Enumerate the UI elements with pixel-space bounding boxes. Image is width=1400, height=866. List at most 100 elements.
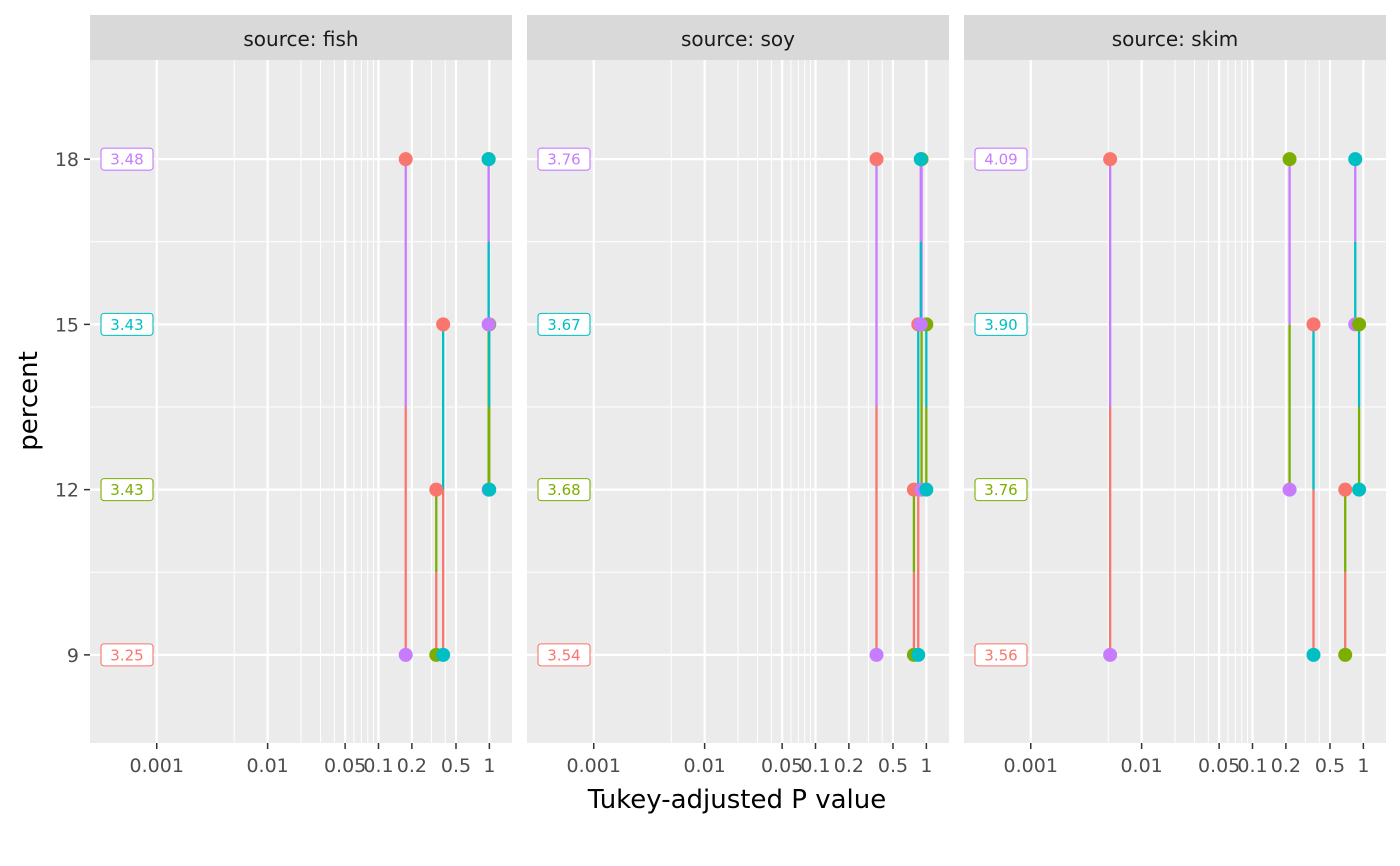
- estimate-label-text: 3.56: [984, 646, 1017, 664]
- estimate-label-text: 3.25: [110, 646, 143, 664]
- comparison-point: [1338, 482, 1353, 497]
- estimate-label: 3.67: [537, 312, 591, 336]
- comparison-lines: [404, 159, 491, 655]
- y-axis: 9 12 15 18: [55, 149, 90, 667]
- comparison-point: [481, 317, 496, 332]
- comparison-point: [1352, 482, 1367, 497]
- y-axis-title: percent: [14, 351, 44, 451]
- comparison-point: [919, 482, 934, 497]
- y-tick-label: 12: [55, 480, 79, 502]
- facet-strip: [964, 15, 1386, 60]
- comparison-lines: [875, 159, 928, 655]
- x-tick-label: 0.2: [1271, 755, 1301, 777]
- estimate-label: 3.68: [537, 478, 591, 502]
- x-tick-label: 0.5: [441, 755, 471, 777]
- estimate-label-box: [100, 312, 154, 336]
- estimate-label-box: [537, 643, 591, 667]
- comparison-point: [1103, 647, 1118, 662]
- comparison-point: [1306, 647, 1321, 662]
- estimate-label-text: 3.90: [984, 316, 1017, 334]
- x-tick-label: 0.5: [1315, 755, 1345, 777]
- estimate-label-box: [100, 478, 154, 502]
- estimate-label: 3.25: [100, 643, 154, 667]
- x-tick-label: 0.01: [683, 755, 725, 777]
- comparison-point: [1306, 317, 1321, 332]
- x-tick-label: 0.2: [834, 755, 864, 777]
- facet-strip: [527, 15, 949, 60]
- facet-strip-label: source: fish: [243, 27, 358, 51]
- x-tick-label: 1: [920, 755, 932, 777]
- comparison-point: [1352, 317, 1367, 332]
- comparison-lines: [1108, 159, 1361, 655]
- estimate-label-box: [100, 643, 154, 667]
- estimate-label-text: 3.54: [547, 646, 580, 664]
- x-tick-label: 0.001: [567, 755, 621, 777]
- estimate-label-box: [537, 478, 591, 502]
- comparison-point: [1338, 647, 1353, 662]
- estimate-label-text: 3.76: [547, 151, 580, 169]
- facet-strip-label: source: soy: [681, 27, 795, 51]
- facet-strip: [90, 15, 512, 60]
- comparison-point: [869, 647, 884, 662]
- estimate-label-box: [974, 312, 1028, 336]
- estimate-label: 3.43: [100, 478, 154, 502]
- comparison-point: [1103, 152, 1118, 167]
- comparison-points: [869, 152, 934, 662]
- comparison-points: [1103, 152, 1367, 662]
- estimate-label-text: 3.48: [110, 151, 143, 169]
- comparison-point: [398, 152, 413, 167]
- estimate-label-text: 3.43: [110, 481, 143, 499]
- x-tick-label: 0.01: [1120, 755, 1162, 777]
- x-tick-label: 0.2: [397, 755, 427, 777]
- estimate-label-box: [974, 643, 1028, 667]
- x-tick-label: 0.1: [1237, 755, 1267, 777]
- comparison-point: [869, 152, 884, 167]
- comparison-point: [481, 152, 496, 167]
- facet-panel-1: source: fish 0.001 0.01 0.050.1 0.2 0.5 1 3.25 3…: [90, 15, 512, 777]
- estimate-label-text: 3.67: [547, 316, 580, 334]
- estimate-label: 3.90: [974, 312, 1028, 336]
- estimate-label-box: [537, 312, 591, 336]
- estimate-label: 3.56: [974, 643, 1028, 667]
- estimate-label: 3.54: [537, 643, 591, 667]
- estimate-label: 3.48: [100, 147, 154, 171]
- estimate-label-text: 3.76: [984, 481, 1017, 499]
- comparison-point: [1282, 152, 1297, 167]
- x-axis-title: Tukey-adjusted P value: [587, 785, 886, 815]
- comparison-point: [398, 647, 413, 662]
- estimate-label: 3.76: [537, 147, 591, 171]
- comparison-point: [911, 647, 926, 662]
- x-tick-label: 0.01: [246, 755, 288, 777]
- y-tick-label: 15: [55, 314, 79, 336]
- estimate-label-text: 3.68: [547, 481, 580, 499]
- estimate-label: 3.76: [974, 478, 1028, 502]
- estimate-label-box: [100, 147, 154, 171]
- x-tick-label: 0.05: [1198, 755, 1240, 777]
- y-tick-label: 9: [67, 645, 79, 667]
- comparison-point: [429, 482, 444, 497]
- comparison-point: [913, 317, 928, 332]
- facet-panel-2: source: soy 0.001 0.01 0.050.1 0.2 0.5 1 3.54 3.…: [527, 15, 949, 777]
- x-tick-label: 0.05: [761, 755, 803, 777]
- estimate-label-box: [974, 478, 1028, 502]
- comparison-point: [1348, 152, 1363, 167]
- estimate-label-text: 3.43: [110, 316, 143, 334]
- estimate-label: 3.43: [100, 312, 154, 336]
- comparison-point: [436, 317, 451, 332]
- estimate-label-box: [974, 147, 1028, 171]
- x-tick-label: 0.001: [130, 755, 184, 777]
- facet-panel-3: source: skim 0.001 0.01 0.050.1 0.2 0.5 1 3.56 3…: [964, 15, 1386, 777]
- comparison-point: [436, 647, 451, 662]
- x-tick-label: 1: [1357, 755, 1369, 777]
- x-tick-label: 0.001: [1004, 755, 1058, 777]
- estimate-label-box: [537, 147, 591, 171]
- facet-strip-label: source: skim: [1112, 27, 1239, 51]
- comparison-point: [482, 482, 497, 497]
- x-tick-label: 0.1: [363, 755, 393, 777]
- comparison-point: [1282, 482, 1297, 497]
- estimate-label-text: 4.09: [984, 151, 1017, 169]
- comparison-points: [398, 152, 497, 662]
- x-tick-label: 0.05: [324, 755, 366, 777]
